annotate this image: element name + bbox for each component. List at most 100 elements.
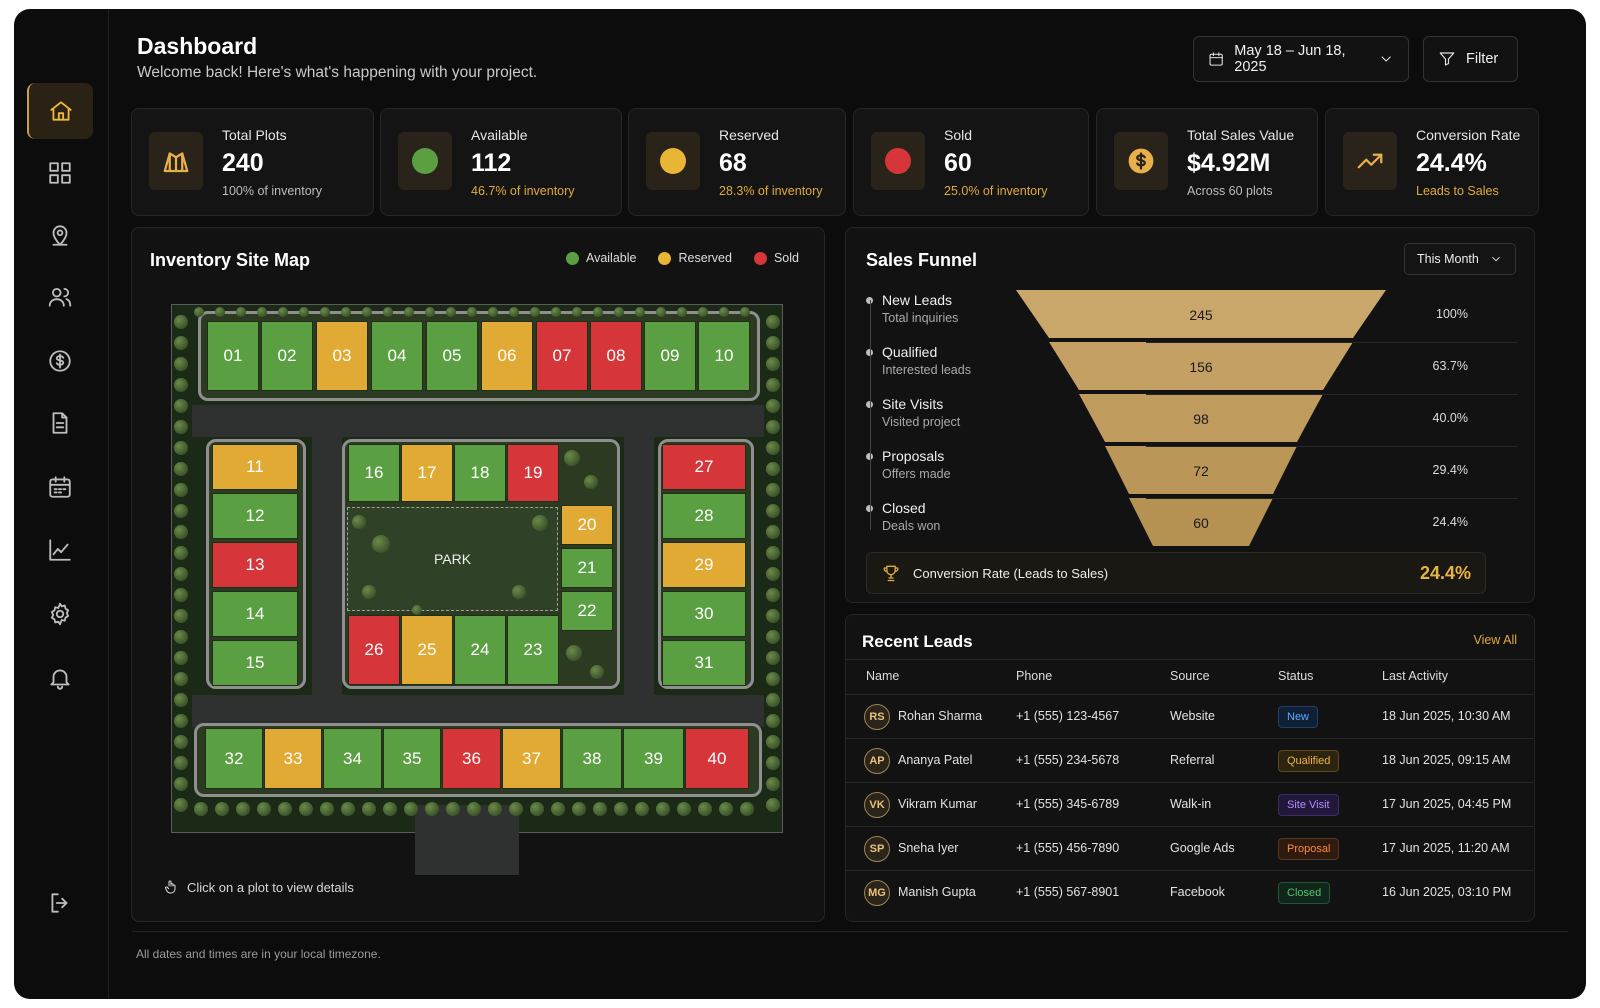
status-badge: New	[1278, 706, 1319, 728]
plot-32[interactable]: 32	[205, 728, 263, 789]
plot-01[interactable]: 01	[207, 321, 259, 391]
plot-08[interactable]: 08	[590, 321, 642, 391]
tree-decoration	[174, 336, 188, 350]
plot-21[interactable]: 21	[561, 548, 613, 588]
tree-decoration	[740, 802, 754, 816]
tree-decoration	[299, 307, 309, 317]
filter-button[interactable]: Filter	[1423, 36, 1518, 82]
plot-17[interactable]: 17	[401, 444, 453, 502]
plot-15[interactable]: 15	[212, 640, 298, 686]
logout-button[interactable]	[27, 875, 93, 931]
nav-sales[interactable]	[27, 333, 93, 389]
plot-18[interactable]: 18	[454, 444, 506, 502]
tree-decoration	[766, 672, 780, 686]
plot-19[interactable]: 19	[507, 444, 559, 502]
stat-sub: 46.7% of inventory	[471, 184, 575, 198]
nav-home[interactable]	[27, 83, 93, 139]
stat-card-reserved[interactable]: Reserved 68 28.3% of inventory	[628, 108, 846, 216]
plot-16[interactable]: 16	[348, 444, 400, 502]
stat-card-available[interactable]: Available 112 46.7% of inventory	[380, 108, 622, 216]
stat-card-sold[interactable]: Sold 60 25.0% of inventory	[853, 108, 1089, 216]
nav-users[interactable]	[27, 269, 93, 325]
stat-card-sales-value[interactable]: Total Sales Value $4.92M Across 60 plots	[1096, 108, 1318, 216]
funnel-stage: Site Visits Visited project	[866, 396, 960, 429]
plot-06[interactable]: 06	[481, 321, 533, 391]
tree-decoration	[174, 378, 188, 392]
plot-36[interactable]: 36	[442, 728, 501, 789]
table-row[interactable]: VK Vikram Kumar +1 (555) 345-6789 Walk-in Si…	[846, 783, 1534, 827]
plot-28[interactable]: 28	[662, 493, 746, 539]
plot-22[interactable]: 22	[561, 591, 613, 631]
plot-38[interactable]: 38	[562, 728, 622, 789]
plot-37[interactable]: 37	[502, 728, 561, 789]
nav-documents[interactable]	[27, 395, 93, 451]
table-row[interactable]: MG Manish Gupta +1 (555) 567-8901 Facebook C…	[846, 871, 1534, 915]
tree-decoration	[766, 651, 780, 665]
tree-decoration	[383, 307, 393, 317]
plot-07[interactable]: 07	[536, 321, 588, 391]
table-row[interactable]: SP Sneha Iyer +1 (555) 456-7890 Google Ads P…	[846, 827, 1534, 871]
plot-39[interactable]: 39	[623, 728, 684, 789]
plot-03[interactable]: 03	[316, 321, 368, 391]
stat-card-conversion[interactable]: Conversion Rate 24.4% Leads to Sales	[1325, 108, 1539, 216]
tree-decoration	[488, 307, 498, 317]
plot-33[interactable]: 33	[264, 728, 322, 789]
plot-27[interactable]: 27	[662, 444, 746, 490]
plot-09[interactable]: 09	[644, 321, 696, 391]
tree-decoration	[236, 802, 250, 816]
plot-31[interactable]: 31	[662, 640, 746, 686]
plot-26[interactable]: 26	[348, 615, 400, 685]
nav-notifications[interactable]	[27, 650, 93, 706]
tree-decoration	[194, 802, 208, 816]
tree-decoration	[766, 735, 780, 749]
plot-24[interactable]: 24	[454, 615, 506, 685]
plot-11[interactable]: 11	[212, 444, 298, 490]
date-range-picker[interactable]: May 18 – Jun 18, 2025	[1193, 36, 1409, 82]
gear-icon	[50, 602, 70, 626]
plot-20[interactable]: 20	[561, 505, 613, 545]
tree-decoration	[446, 802, 460, 816]
calendar-icon	[1209, 52, 1223, 66]
plot-13[interactable]: 13	[212, 542, 298, 588]
tree-decoration	[532, 515, 548, 531]
tree-decoration	[174, 651, 188, 665]
plot-04[interactable]: 04	[371, 321, 423, 391]
plot-35[interactable]: 35	[383, 728, 441, 789]
tree-decoration	[215, 802, 229, 816]
plot-40[interactable]: 40	[685, 728, 749, 789]
funnel-stage: Proposals Offers made	[866, 448, 951, 481]
bell-icon	[50, 669, 70, 690]
nav-grid[interactable]	[27, 145, 93, 201]
stat-card-total-plots[interactable]: Total Plots 240 100% of inventory	[131, 108, 374, 216]
nav-analytics[interactable]	[27, 522, 93, 578]
plot-12[interactable]: 12	[212, 493, 298, 539]
plot-02[interactable]: 02	[261, 321, 313, 391]
plot-23[interactable]: 23	[507, 615, 559, 685]
tree-decoration	[766, 483, 780, 497]
stat-value: 68	[719, 149, 747, 177]
tree-decoration	[425, 307, 435, 317]
park-area: PARK	[347, 507, 558, 611]
plot-34[interactable]: 34	[323, 728, 382, 789]
tree-decoration	[766, 693, 780, 707]
tree-decoration	[174, 315, 188, 329]
tree-decoration	[564, 450, 580, 466]
table-row[interactable]: AP Ananya Patel +1 (555) 234-5678 Referral Q…	[846, 739, 1534, 783]
nav-location[interactable]	[27, 207, 93, 263]
plot-25[interactable]: 25	[401, 615, 453, 685]
plot-05[interactable]: 05	[426, 321, 478, 391]
plot-14[interactable]: 14	[212, 591, 298, 637]
date-range-label: May 18 – Jun 18, 2025	[1234, 43, 1346, 75]
period-dropdown[interactable]: This Month	[1404, 243, 1516, 275]
plot-30[interactable]: 30	[662, 591, 746, 637]
nav-settings[interactable]	[27, 586, 93, 642]
plot-10[interactable]: 10	[698, 321, 750, 391]
tree-decoration	[530, 802, 544, 816]
nav-calendar[interactable]	[27, 459, 93, 515]
funnel-stage: New Leads Total inquiries	[866, 292, 958, 325]
conversion-rate-bar: Conversion Rate (Leads to Sales) 24.4%	[866, 552, 1486, 594]
plot-29[interactable]: 29	[662, 542, 746, 588]
view-all-link[interactable]: View All	[1473, 633, 1517, 647]
table-row[interactable]: RS Rohan Sharma +1 (555) 123-4567 Website Ne…	[846, 695, 1534, 739]
funnel-percent: 100%	[1436, 307, 1468, 321]
